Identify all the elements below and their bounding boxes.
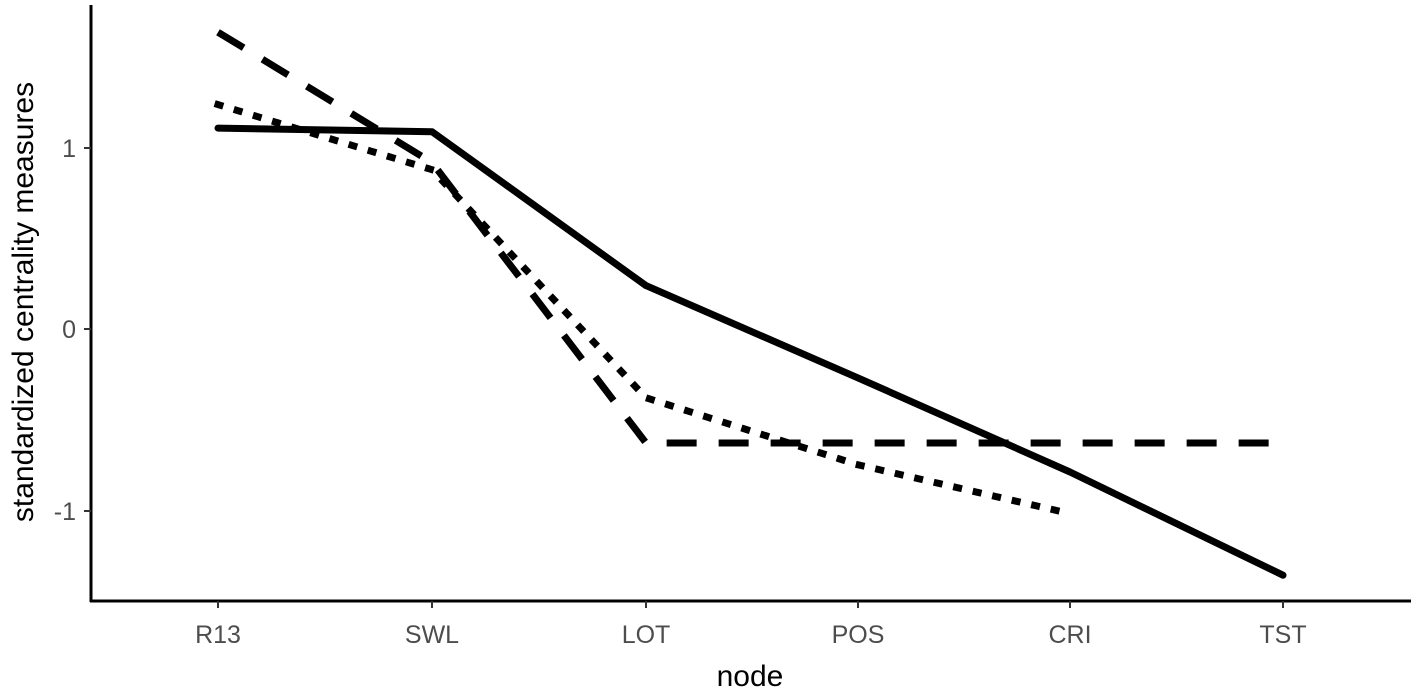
x-tick-label: SWL [405,621,459,649]
x-tick-label: R13 [195,621,241,649]
plot-lines [213,29,1287,579]
y-tick-label: 0 [62,316,76,344]
x-axis-ticks: R13 SWL LOT POS CRI TST [195,601,1307,649]
x-axis-title: node [717,660,784,693]
x-tick-label: TST [1259,621,1306,649]
series-line-dashed [216,29,1283,447]
x-tick-label: LOT [622,621,671,649]
y-axis-title: standardized centrality measures [7,82,40,522]
series-line-solid [214,124,1287,579]
x-tick-label: POS [832,621,885,649]
y-tick-label: 1 [62,135,76,163]
y-axis-ticks: 1 0 -1 [54,135,91,526]
series-line-dotted [213,100,1075,518]
y-tick-label: -1 [54,498,76,526]
x-tick-label: CRI [1048,621,1091,649]
